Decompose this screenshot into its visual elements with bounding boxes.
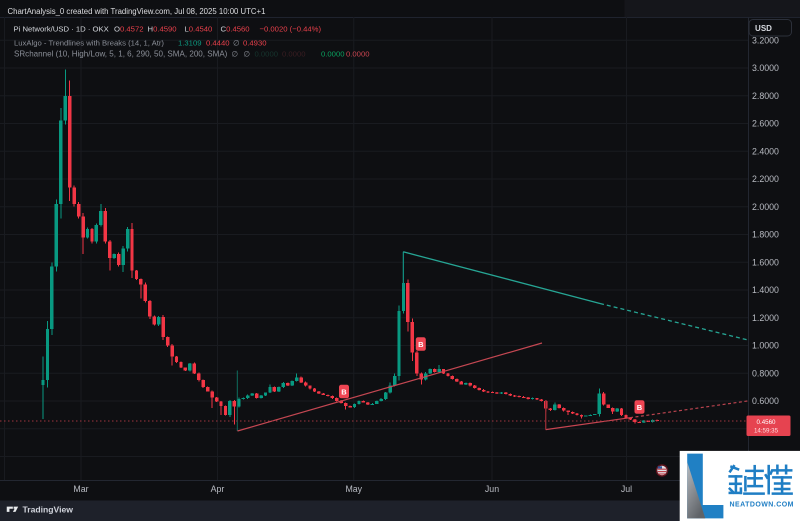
svg-text:0.4560: 0.4560 xyxy=(757,419,776,426)
svg-text:B: B xyxy=(637,403,643,412)
svg-text:ChartAnalysis_0 created with T: ChartAnalysis_0 created with TradingView… xyxy=(8,7,266,16)
svg-text:0.6000: 0.6000 xyxy=(752,396,779,406)
svg-text:∅: ∅ xyxy=(244,50,251,59)
svg-text:0.0000: 0.0000 xyxy=(346,50,370,59)
svg-text:0.0000: 0.0000 xyxy=(321,50,345,59)
svg-text:Jun: Jun xyxy=(485,484,499,494)
svg-text:TradingView: TradingView xyxy=(23,505,74,515)
svg-text:−0.0020 (−0.44%): −0.0020 (−0.44%) xyxy=(260,25,322,34)
svg-text:0.4930: 0.4930 xyxy=(243,38,267,47)
svg-text:2.8000: 2.8000 xyxy=(752,91,779,101)
svg-text:NEATDOWN.COM: NEATDOWN.COM xyxy=(730,502,794,509)
svg-text:C0.4560: C0.4560 xyxy=(221,25,250,34)
svg-text:∅: ∅ xyxy=(232,50,239,59)
svg-text:2.2000: 2.2000 xyxy=(752,174,779,184)
svg-text:LuxAlgo - Trendlines with Brea: LuxAlgo - Trendlines with Breaks (14, 1,… xyxy=(14,38,164,47)
svg-text:1.2000: 1.2000 xyxy=(752,313,779,323)
svg-text:3.2000: 3.2000 xyxy=(752,35,779,45)
svg-text:B: B xyxy=(418,340,424,349)
svg-text:1.4000: 1.4000 xyxy=(752,285,779,295)
svg-text:1.0000: 1.0000 xyxy=(752,341,779,351)
svg-text:∅: ∅ xyxy=(233,38,240,47)
svg-text:14:59:35: 14:59:35 xyxy=(754,427,779,434)
svg-text:Mar: Mar xyxy=(73,484,88,494)
svg-text:1.8000: 1.8000 xyxy=(752,230,779,240)
svg-text:3.0000: 3.0000 xyxy=(752,63,779,73)
svg-text:0.0000: 0.0000 xyxy=(255,50,279,59)
svg-text:May: May xyxy=(345,484,362,494)
svg-text:0.4440: 0.4440 xyxy=(206,38,230,47)
svg-text:USD: USD xyxy=(755,24,772,33)
svg-text:Pi Network/USD · 1D · OKX: Pi Network/USD · 1D · OKX xyxy=(14,25,109,34)
svg-text:O0.4572: O0.4572 xyxy=(114,25,144,34)
svg-text:Apr: Apr xyxy=(211,484,225,494)
svg-text:0.8000: 0.8000 xyxy=(752,368,779,378)
svg-text:1.3109: 1.3109 xyxy=(178,38,202,47)
svg-text:0.0000: 0.0000 xyxy=(282,50,306,59)
svg-text:H0.4590: H0.4590 xyxy=(148,25,177,34)
svg-text:2.6000: 2.6000 xyxy=(752,119,779,129)
svg-text:Jul: Jul xyxy=(621,484,632,494)
svg-text:L0.4540: L0.4540 xyxy=(185,25,213,34)
svg-text:2.0000: 2.0000 xyxy=(752,202,779,212)
svg-text:1.6000: 1.6000 xyxy=(752,257,779,267)
svg-text:2.4000: 2.4000 xyxy=(752,146,779,156)
svg-text:SRchannel (10, High/Low, 5, 1,: SRchannel (10, High/Low, 5, 1, 6, 290, 5… xyxy=(14,50,228,59)
svg-text:B: B xyxy=(341,387,347,396)
